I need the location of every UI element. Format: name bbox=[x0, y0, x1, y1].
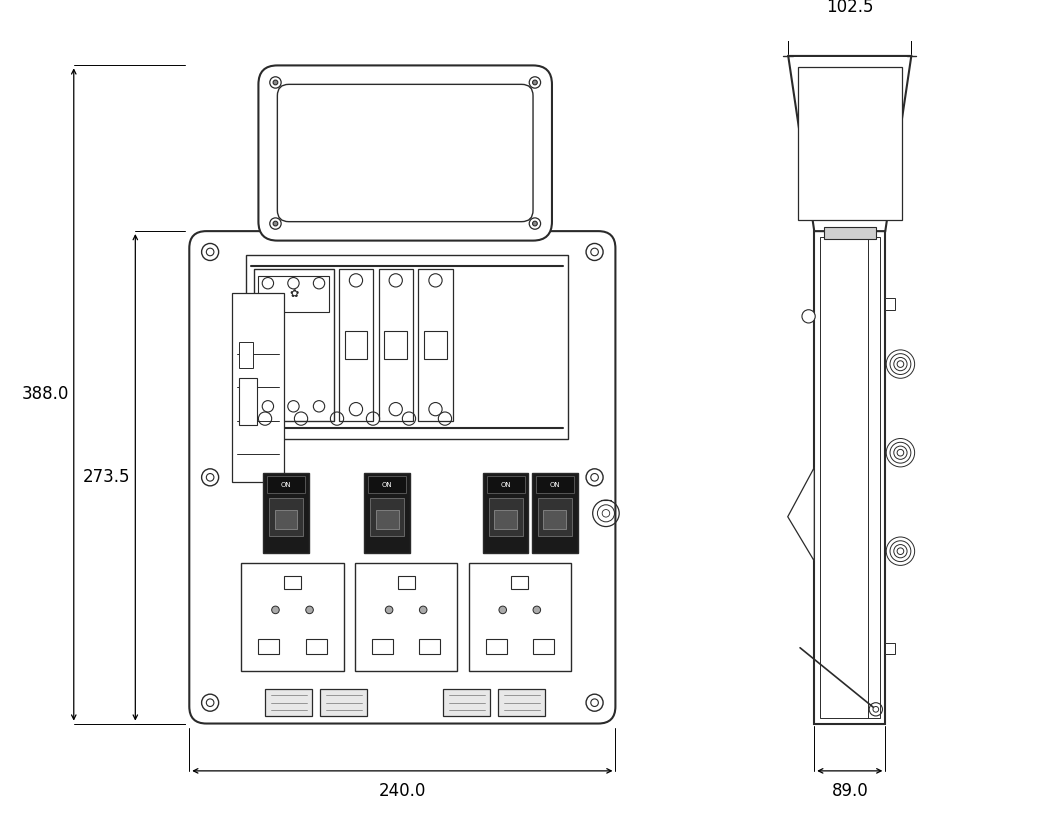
Bar bbox=[275, 511, 297, 530]
FancyBboxPatch shape bbox=[259, 66, 552, 241]
Bar bbox=[365, 473, 410, 553]
Bar bbox=[240, 342, 252, 369]
Polygon shape bbox=[789, 56, 912, 232]
Text: 388.0: 388.0 bbox=[21, 386, 69, 403]
Circle shape bbox=[802, 310, 815, 323]
Bar bbox=[485, 640, 507, 654]
Circle shape bbox=[385, 606, 393, 613]
Bar bbox=[344, 331, 368, 359]
Bar bbox=[368, 476, 406, 493]
Bar bbox=[339, 269, 373, 420]
Circle shape bbox=[533, 606, 541, 613]
Text: ✿: ✿ bbox=[289, 289, 299, 299]
Bar bbox=[240, 378, 257, 425]
Circle shape bbox=[420, 606, 427, 613]
Bar bbox=[483, 473, 528, 553]
Bar bbox=[443, 690, 491, 716]
Bar bbox=[385, 331, 407, 359]
Polygon shape bbox=[788, 467, 814, 561]
Bar bbox=[533, 640, 554, 654]
Bar bbox=[469, 562, 571, 672]
Text: 102.5: 102.5 bbox=[826, 0, 873, 16]
Circle shape bbox=[273, 221, 278, 226]
Bar bbox=[820, 236, 880, 718]
Bar bbox=[885, 298, 895, 310]
Bar bbox=[532, 473, 578, 553]
Bar bbox=[824, 227, 876, 239]
Bar bbox=[267, 476, 305, 493]
Bar bbox=[284, 576, 301, 589]
Bar bbox=[419, 269, 453, 420]
Circle shape bbox=[532, 80, 537, 85]
FancyBboxPatch shape bbox=[190, 232, 616, 723]
Circle shape bbox=[273, 80, 278, 85]
Bar bbox=[511, 576, 528, 589]
Bar bbox=[420, 640, 440, 654]
Circle shape bbox=[499, 606, 507, 613]
Circle shape bbox=[590, 474, 598, 481]
Circle shape bbox=[532, 221, 537, 226]
Circle shape bbox=[207, 699, 214, 707]
Circle shape bbox=[590, 699, 598, 707]
Bar bbox=[376, 511, 399, 530]
Bar bbox=[259, 276, 330, 312]
Bar bbox=[320, 690, 368, 716]
Bar bbox=[372, 640, 393, 654]
Circle shape bbox=[305, 606, 314, 613]
Bar bbox=[246, 255, 568, 439]
Bar bbox=[885, 643, 895, 654]
Bar bbox=[424, 331, 447, 359]
Bar bbox=[259, 640, 279, 654]
Bar bbox=[489, 498, 523, 536]
Circle shape bbox=[207, 474, 214, 481]
Bar bbox=[536, 476, 573, 493]
Bar bbox=[378, 269, 412, 420]
Bar bbox=[398, 576, 414, 589]
Bar bbox=[269, 498, 303, 536]
Bar bbox=[544, 511, 566, 530]
Text: ON: ON bbox=[281, 482, 292, 488]
Circle shape bbox=[271, 606, 279, 613]
Text: ON: ON bbox=[382, 482, 392, 488]
Text: 273.5: 273.5 bbox=[83, 468, 130, 486]
Bar bbox=[263, 473, 308, 553]
Bar bbox=[498, 690, 545, 716]
Bar bbox=[253, 269, 334, 420]
Text: ON: ON bbox=[500, 482, 511, 488]
Circle shape bbox=[207, 248, 214, 256]
Bar bbox=[370, 498, 404, 536]
Text: ON: ON bbox=[549, 482, 560, 488]
Bar bbox=[814, 232, 885, 723]
Bar bbox=[242, 562, 343, 672]
Circle shape bbox=[590, 248, 598, 256]
Text: 240.0: 240.0 bbox=[378, 782, 426, 800]
FancyBboxPatch shape bbox=[278, 85, 533, 222]
Bar bbox=[487, 476, 525, 493]
Bar bbox=[305, 640, 326, 654]
Bar bbox=[355, 562, 457, 672]
Circle shape bbox=[873, 707, 879, 712]
Bar bbox=[537, 498, 571, 536]
Text: 89.0: 89.0 bbox=[831, 782, 868, 800]
Bar bbox=[232, 292, 284, 482]
Bar bbox=[494, 511, 517, 530]
Bar bbox=[265, 690, 313, 716]
Bar bbox=[798, 67, 902, 220]
